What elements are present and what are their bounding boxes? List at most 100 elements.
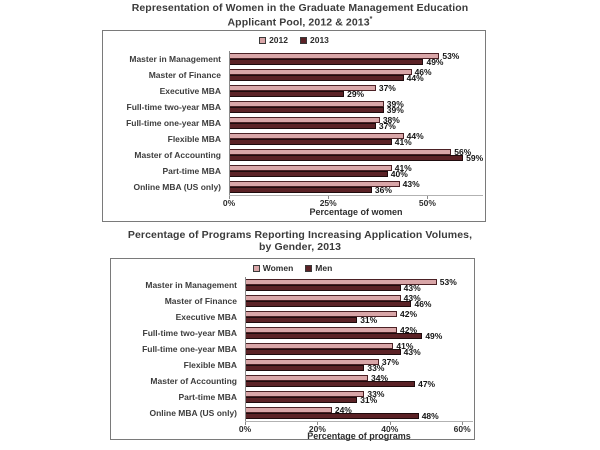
x-axis-tick-label: 0%: [238, 424, 252, 434]
x-axis-tick: [389, 422, 391, 425]
value-label: 43%: [402, 179, 420, 189]
legend-label: 2013: [310, 35, 329, 45]
value-label: 41%: [394, 163, 412, 173]
bar-group: 43% 46%: [245, 293, 473, 309]
bar-2013: [229, 171, 388, 177]
bar-2013: [229, 123, 376, 129]
value-label: 49%: [426, 57, 444, 67]
legend-swatch-icon: [252, 264, 260, 272]
bar-group: 37% 29%: [229, 83, 483, 99]
bar-line: 31%: [245, 315, 473, 325]
category-label: Flexible MBA: [183, 360, 237, 370]
value-label: 49%: [425, 331, 443, 341]
value-label: 56%: [454, 147, 472, 157]
value-label: 43%: [403, 293, 421, 303]
bar-group-row: Part-time MBA 41% 40%: [103, 163, 483, 179]
bar-men: [245, 365, 365, 371]
category-label: Part-time MBA: [178, 392, 237, 402]
bar-group-row: Full-time two-year MBA 39% 39%: [103, 99, 483, 115]
value-label: 44%: [406, 73, 424, 83]
category-label: Executive MBA: [175, 312, 237, 322]
category-label: Master of Finance: [148, 70, 221, 80]
value-label: 31%: [360, 315, 378, 325]
value-label: 39%: [386, 105, 404, 115]
value-label: 36%: [374, 185, 392, 195]
legend-item-2013: 2013: [300, 35, 329, 45]
category-label: Online MBA (US only): [133, 182, 221, 192]
bar-group: 41% 43%: [245, 341, 473, 357]
bar-men: [245, 301, 412, 307]
bar-group-row: Executive MBA 37% 29%: [103, 83, 483, 99]
category-label: Full-time one-year MBA: [142, 344, 237, 354]
chart2-title-line2: by Gender, 2013: [258, 241, 342, 253]
bar-line: 59%: [229, 153, 484, 163]
x-axis-label: Percentage of programs: [307, 431, 411, 441]
chart1-title: Representation of Women in the Graduate …: [0, 2, 600, 29]
x-axis-tick-label: 20%: [308, 424, 326, 434]
bar-line: 36%: [229, 185, 483, 195]
bar-group-row: Online MBA (US only) 24% 48%: [111, 405, 473, 421]
x-axis-tick-label: 25%: [319, 198, 337, 208]
bar-group-row: Master of Finance 43% 46%: [111, 293, 473, 309]
bar-2013: [229, 139, 392, 145]
chart1-plot-box: 2012 2013 Master in Management 53% 49% Maste…: [102, 30, 486, 222]
bar-group: 37% 33%: [245, 357, 473, 373]
category-label: Master of Finance: [164, 296, 237, 306]
value-label: 42%: [399, 325, 417, 335]
chart2-title-line1: Percentage of Programs Reporting Increas…: [127, 229, 473, 241]
bar-group: 33% 31%: [245, 389, 473, 405]
y-axis-line: [229, 51, 230, 195]
bar-2013: [229, 91, 345, 97]
bar-group: 42% 49%: [245, 325, 473, 341]
legend-item-women: Women: [252, 263, 293, 273]
x-axis-tick: [317, 422, 319, 425]
value-label: 42%: [399, 309, 417, 319]
bar-2013: [229, 107, 384, 113]
bar-group: 44% 41%: [229, 131, 483, 147]
value-label: 34%: [371, 373, 389, 383]
bar-men: [245, 317, 358, 323]
value-label: 43%: [403, 283, 421, 293]
chart1-title-line2: Applicant Pool, 2012 & 2013*: [0, 14, 600, 29]
value-label: 29%: [347, 89, 365, 99]
category-label: Master in Management: [129, 54, 221, 64]
x-axis-tick: [245, 422, 246, 425]
value-label: 40%: [390, 169, 408, 179]
value-label: 41%: [396, 341, 414, 351]
value-label: 53%: [442, 51, 460, 61]
x-axis-tick-label: 0%: [222, 198, 236, 208]
legend-swatch-icon: [305, 264, 313, 272]
x-axis-tick-label: 50%: [418, 198, 436, 208]
bar-line: 47%: [245, 379, 473, 389]
bar-group: 56% 59%: [229, 147, 483, 163]
x-axis: 0% 25% 50%: [223, 195, 483, 210]
bar-line: 41%: [229, 137, 483, 147]
bar-line: 29%: [229, 89, 483, 99]
legend-swatch-icon: [259, 36, 267, 44]
x-axis-tick: [462, 422, 464, 425]
category-label: Full-time two-year MBA: [142, 328, 237, 338]
legend-label: Men: [315, 263, 333, 273]
x-axis-tick: [229, 196, 230, 199]
value-label: 33%: [367, 389, 385, 399]
bar-men: [245, 381, 416, 387]
bar-line: 43%: [245, 347, 473, 357]
bar-group-row: Master of Finance 46% 44%: [103, 67, 483, 83]
bar-group-row: Master of Accounting 34% 47%: [111, 373, 473, 389]
value-label: 38%: [382, 115, 400, 125]
value-label: 47%: [418, 379, 436, 389]
value-label: 59%: [466, 153, 484, 163]
bar-line: 33%: [245, 363, 473, 373]
bar-group-row: Flexible MBA 44% 41%: [103, 131, 483, 147]
bar-group: 34% 47%: [245, 373, 473, 389]
bar-group: 43% 36%: [229, 179, 483, 195]
value-label: 48%: [421, 411, 439, 421]
y-axis-line: [245, 277, 246, 421]
bar-group: 41% 40%: [229, 163, 483, 179]
bar-group-row: Executive MBA 42% 31%: [111, 309, 473, 325]
bar-line: 43%: [245, 283, 473, 293]
legend-item-2012: 2012: [259, 35, 288, 45]
value-label: 53%: [439, 277, 457, 287]
bar-line: 46%: [245, 299, 473, 309]
